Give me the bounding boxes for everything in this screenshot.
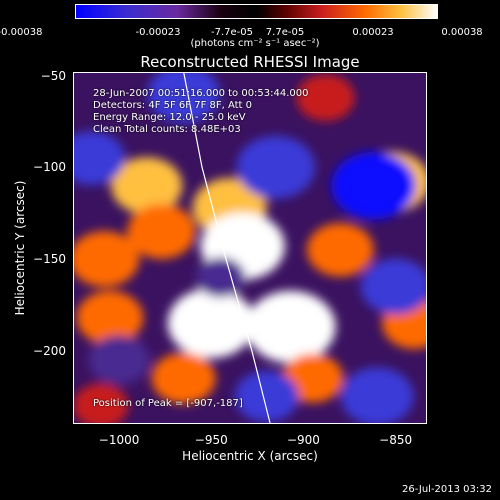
x-tick-label: −950 xyxy=(194,433,228,447)
info-time-range: 28-Jun-2007 00:51:16.000 to 00:53:44.000 xyxy=(93,88,309,99)
y-tick-label: −200 xyxy=(33,343,66,358)
colorbar-tick: 0.00038 xyxy=(441,27,483,38)
image-plot-area xyxy=(73,72,427,424)
y-tick-label: −150 xyxy=(33,252,66,266)
positive-source xyxy=(151,352,216,404)
info-clean-counts: Clean Total counts: 8.48E+03 xyxy=(93,124,241,135)
timestamp: 26-Jul-2013 03:32 xyxy=(401,484,492,495)
negative-source xyxy=(195,257,246,298)
negative-source xyxy=(331,151,416,220)
y-axis-label: Heliocentric Y (arcsec) xyxy=(13,180,27,316)
y-tick-label: −100 xyxy=(33,160,66,175)
colorbar-tick: -0.00038 xyxy=(0,27,43,38)
solar-limb-line xyxy=(183,72,271,424)
colorbar-gradient xyxy=(75,4,438,19)
positive-source xyxy=(245,290,336,363)
colorbar-tick: -0.00023 xyxy=(135,27,181,38)
colorbar-tick: 0.00023 xyxy=(352,27,394,38)
info-peak-position: Position of Peak = [-907,-187] xyxy=(93,398,243,409)
negative-source xyxy=(340,367,414,424)
positive-source xyxy=(76,290,144,345)
heatmap-image xyxy=(73,72,427,424)
chart-title: Reconstructed RHESSI Image xyxy=(140,53,360,71)
positive-source xyxy=(73,231,140,287)
negative-source xyxy=(360,258,427,315)
positive-source xyxy=(127,204,196,259)
colorbar-tick: 7.7e-05 xyxy=(265,27,305,38)
positive-source xyxy=(111,157,183,215)
positive-source xyxy=(167,288,255,359)
negative-source xyxy=(88,335,150,385)
x-axis-label: Heliocentric X (arcsec) xyxy=(182,449,318,463)
negative-source xyxy=(234,370,299,423)
positive-source xyxy=(73,383,129,424)
x-tick-label: −850 xyxy=(379,433,413,447)
negative-source xyxy=(236,135,316,199)
x-tick-label: −1000 xyxy=(98,433,140,447)
negative-source xyxy=(147,72,220,124)
info-detectors: Detectors: 4F 5F 6F 7F 8F, Att 0 xyxy=(93,100,253,111)
info-energy-range: Energy Range: 12.0 - 25.0 keV xyxy=(93,112,246,123)
colorbar-unit-label: (photons cm⁻² s⁻¹ asec⁻²) xyxy=(190,38,320,49)
negative-source xyxy=(73,131,125,185)
positive-source xyxy=(306,223,374,277)
colorbar-tick: -7.7e-05 xyxy=(211,27,253,38)
y-tick-label: −50 xyxy=(40,68,66,83)
x-tick-label: −900 xyxy=(286,433,320,447)
positive-source xyxy=(296,74,355,121)
